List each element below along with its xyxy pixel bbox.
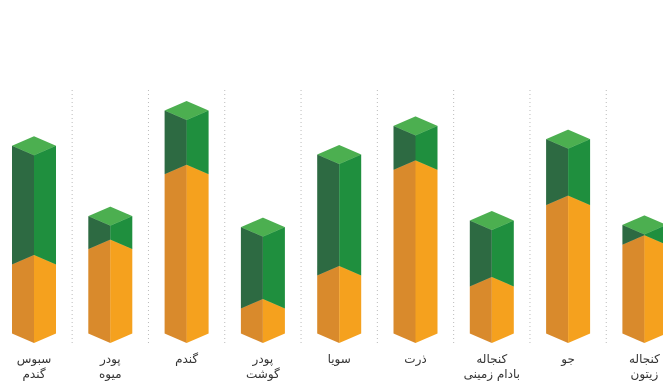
bar-top-side xyxy=(546,139,569,206)
bar-bottom-side xyxy=(12,255,34,343)
category-label: بادام زمینی xyxy=(464,367,520,382)
bar-top-front xyxy=(568,139,591,206)
category-label: کنجاله xyxy=(629,352,660,366)
bar-top-front xyxy=(34,145,56,265)
bar-stack xyxy=(88,206,133,343)
bar-top-front xyxy=(110,216,133,250)
bar-cap xyxy=(88,206,133,226)
bar-bottom-front xyxy=(415,160,438,343)
bar-cap xyxy=(317,145,362,164)
bar-top-front xyxy=(491,220,514,287)
bar-bottom-front xyxy=(568,195,591,343)
bar-stack xyxy=(546,129,591,343)
bar-stack xyxy=(393,116,438,343)
category-label: گوشت xyxy=(246,367,280,382)
category-label: ذرت xyxy=(404,352,426,367)
bar-cap xyxy=(546,129,591,149)
bar-top-side xyxy=(88,216,111,250)
category-label: گندم xyxy=(22,367,45,381)
bar-bottom-side xyxy=(317,266,340,343)
bars xyxy=(12,101,663,343)
bar-cap xyxy=(393,116,438,136)
bar-top-front xyxy=(262,227,285,309)
bar-cap xyxy=(164,101,209,120)
bar-bottom-side xyxy=(164,164,187,343)
bar-top-side xyxy=(240,227,263,309)
bar-bottom-front xyxy=(491,277,514,343)
bar-bottom-front xyxy=(34,255,56,343)
bar-top-side xyxy=(164,110,187,175)
bar-bottom-side xyxy=(622,235,645,343)
bar-bottom-front xyxy=(110,239,133,343)
category-label: میوه xyxy=(99,367,122,382)
bar-cap xyxy=(12,136,56,156)
bar-stack xyxy=(240,217,285,343)
bar-stack xyxy=(622,215,663,343)
category-label: سویا xyxy=(328,352,351,367)
bar-top-side xyxy=(469,220,492,287)
bar-bottom-side xyxy=(546,195,569,343)
bar-stack xyxy=(12,136,56,343)
category-label: جو xyxy=(560,352,575,367)
bar-stack xyxy=(317,145,362,343)
category-label: سبوس xyxy=(17,352,52,367)
bar-bottom-front xyxy=(644,235,663,343)
bar-top-front xyxy=(186,110,209,175)
bar-bottom-side xyxy=(469,277,492,343)
bar-bottom-front xyxy=(339,266,362,343)
category-separators xyxy=(71,90,607,345)
bar-cap xyxy=(622,215,663,235)
bar-top-front xyxy=(644,226,663,244)
bar-bottom-side xyxy=(240,299,263,343)
bar-top-front xyxy=(339,154,362,276)
category-label: کنجاله xyxy=(476,352,507,366)
bar-top-side xyxy=(12,145,34,265)
category-label: زیتون xyxy=(631,367,659,382)
bar-top-side xyxy=(317,154,340,276)
category-label: پودر xyxy=(252,352,274,367)
bar-top-side xyxy=(393,125,416,170)
bar-bottom-side xyxy=(393,160,416,343)
category-label: پودر xyxy=(99,352,121,367)
category-label: گندم xyxy=(175,352,198,366)
bar-bottom-front xyxy=(186,164,209,343)
bar-top-side xyxy=(622,224,645,245)
bar-stack xyxy=(469,211,514,343)
bar-top-front xyxy=(415,125,438,170)
bar-cap xyxy=(469,211,514,230)
bar-bottom-side xyxy=(88,239,111,343)
bar-cap xyxy=(240,217,285,237)
bar-bottom-front xyxy=(262,299,285,343)
bar-stack xyxy=(164,101,209,343)
